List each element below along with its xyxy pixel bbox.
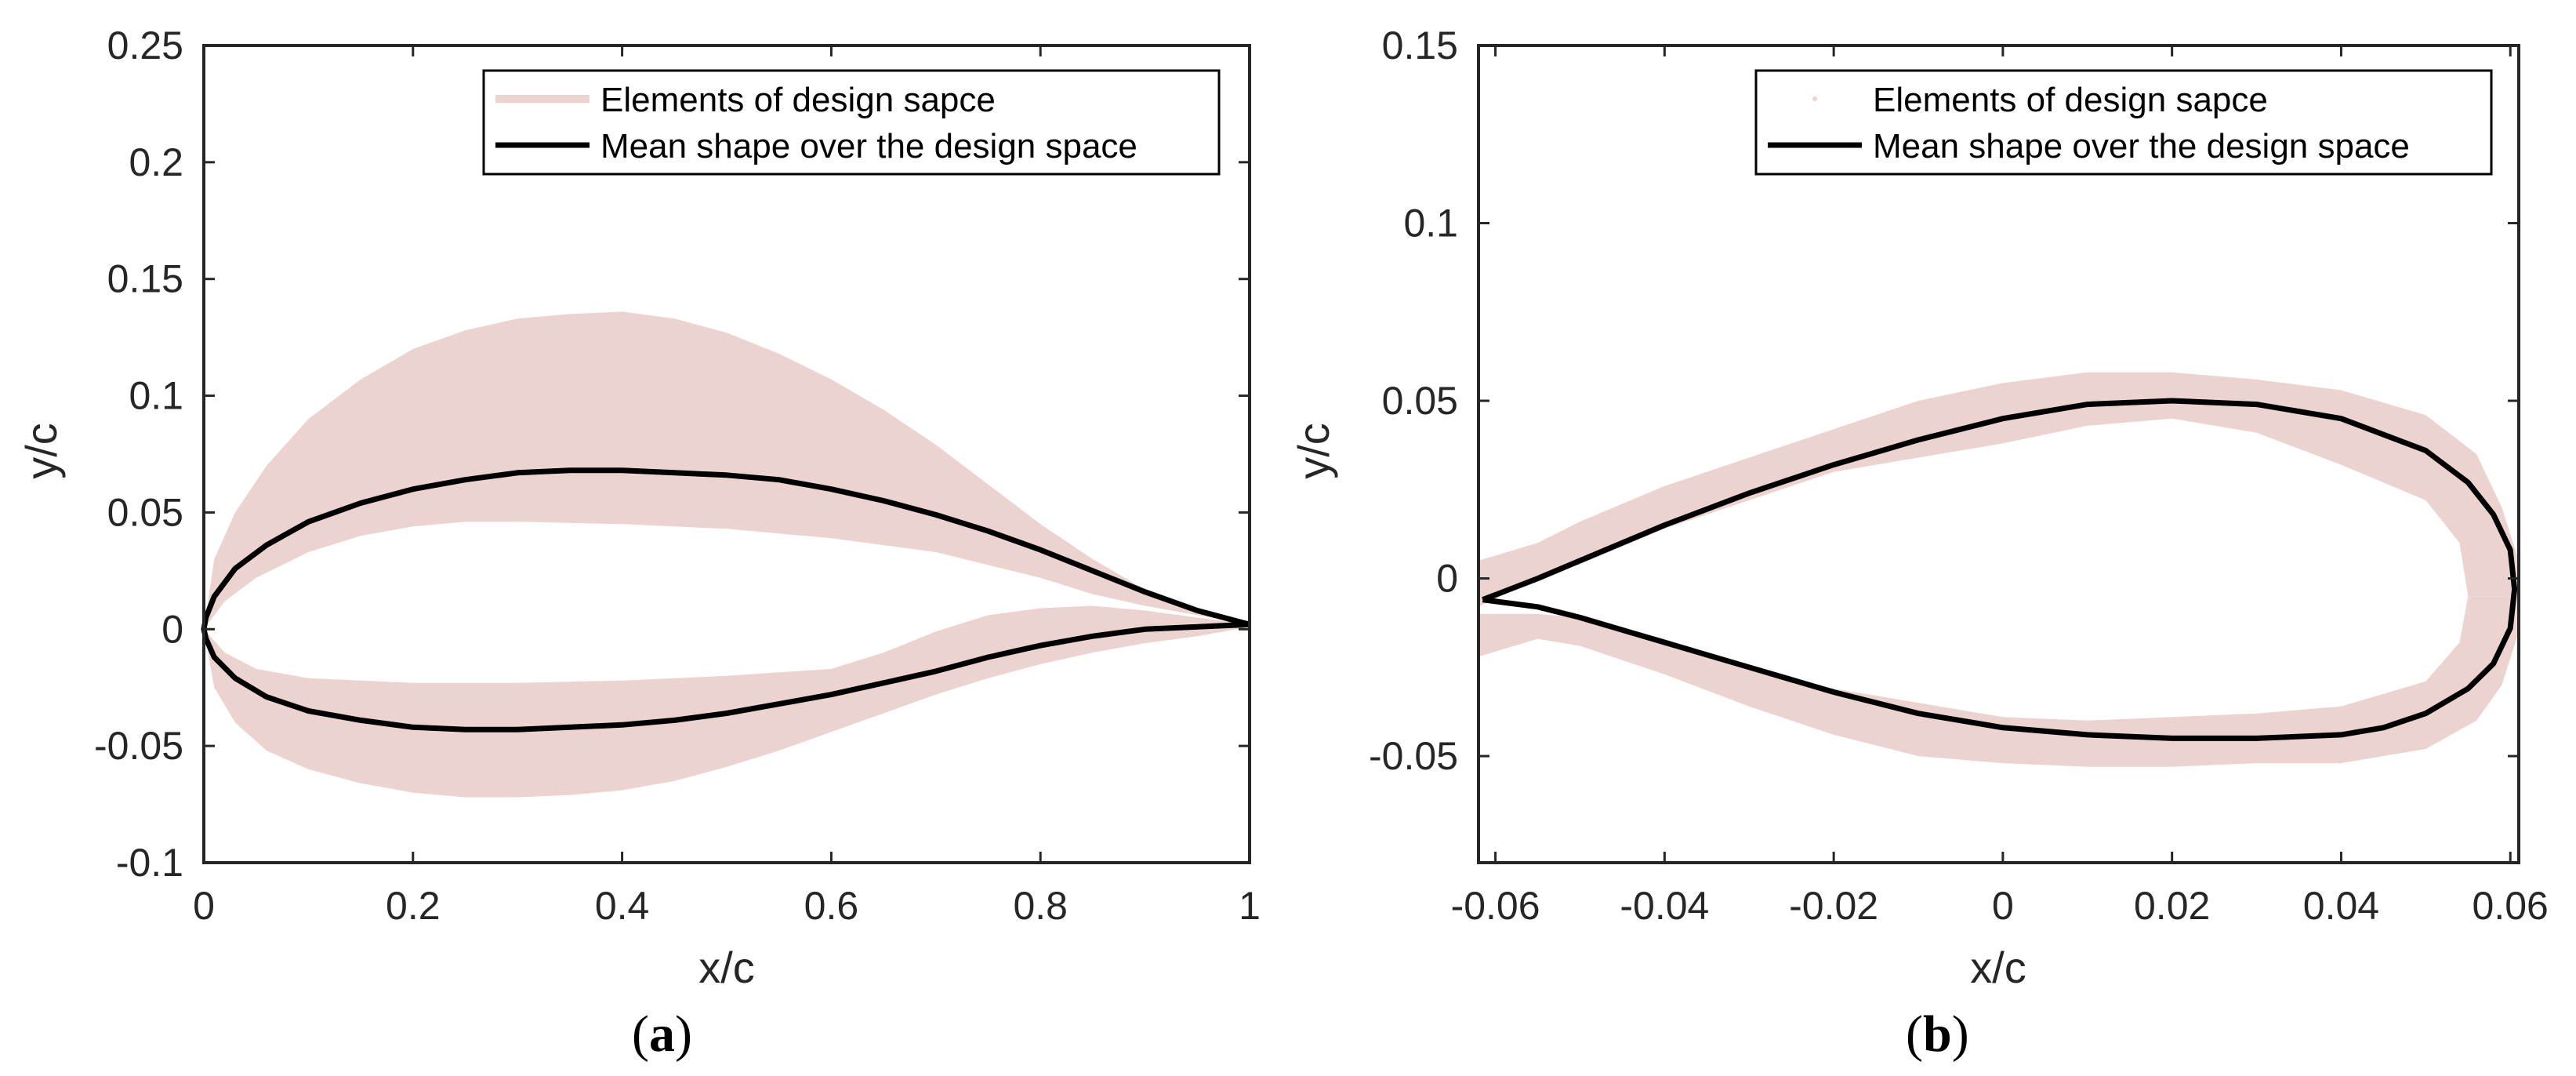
x-tick-label: 0.02 xyxy=(2134,884,2210,928)
panel-a-band-lower xyxy=(204,605,1250,798)
panel-b-legend-box xyxy=(1754,69,2493,176)
y-tick-label: 0.05 xyxy=(107,490,183,534)
x-tick-label: -0.02 xyxy=(1789,884,1878,928)
panel-a-chart: 0 0.2 0.4 0.6 0.8 1 -0.1-0.0500.050.10.150.20… xyxy=(16,24,1261,1063)
panel-a-label-letter: a xyxy=(649,1005,675,1063)
x-tick-label: -0.04 xyxy=(1620,884,1709,928)
x-tick-label: 0.04 xyxy=(2303,884,2379,928)
x-tick-label: 0 xyxy=(1992,884,2014,928)
panel-a-x-axis-label: x/c xyxy=(698,943,755,992)
panel-b-x-axis-label: x/c xyxy=(1970,943,2026,992)
panel-b-label-close: ) xyxy=(1952,1005,1969,1063)
panel-b-x-ticks: -0.06 -0.04 -0.02 0 0.02 0.04 0.06 xyxy=(1451,45,2549,928)
panel-b-y-axis-label: y/c xyxy=(1289,423,1338,479)
panel-a-x-ticks: 0 0.2 0.4 0.6 0.8 1 xyxy=(193,45,1261,928)
panel-b-legend-label-mean: Mean shape over the design space xyxy=(1873,127,2410,165)
y-tick-label: -0.1 xyxy=(116,841,183,885)
panel-b-legend-swatch-band xyxy=(1812,96,1817,101)
panel-b-legend: Elements of design sapce Mean shape over… xyxy=(1754,69,2493,176)
y-tick-label: 0.1 xyxy=(1403,202,1458,245)
panel-a-design-space-band xyxy=(204,311,1250,798)
panel-b-axes-box xyxy=(1477,44,2520,864)
panel-b-mean-shape-line xyxy=(1482,398,2518,741)
panel-a-legend-label-mean: Mean shape over the design space xyxy=(600,127,1137,165)
panel-b-y-ticks: -0.05 0 0.05 0.1 0.15 xyxy=(1369,24,2519,778)
x-tick-label: 0.2 xyxy=(386,884,441,928)
panel-b-label-letter: b xyxy=(1923,1005,1952,1063)
panel-a-label-open: ( xyxy=(632,1005,649,1063)
panel-b-legend-label-band: Elements of design sapce xyxy=(1873,81,2268,119)
y-tick-label: 0.05 xyxy=(1382,379,1458,423)
panel-a-legend: Elements of design sapce Mean shape over… xyxy=(482,69,1221,176)
panel-b-band-lower xyxy=(1478,596,2519,767)
panel-a-legend-box xyxy=(482,69,1221,176)
y-tick-label: -0.05 xyxy=(94,724,183,768)
panel-a-y-ticks: -0.1 -0.05 0 0.05 0.1 0.15 0.2 0.25 xyxy=(94,24,1250,885)
y-tick-label: 0.25 xyxy=(107,24,183,67)
x-tick-label: 0.4 xyxy=(595,884,650,928)
y-tick-label: 0.1 xyxy=(129,374,183,418)
panel-b-band-upper xyxy=(1478,372,2519,607)
panel-a-legend-label-band: Elements of design sapce xyxy=(600,81,996,119)
y-tick-label: 0.2 xyxy=(129,140,183,184)
x-tick-label: 0.06 xyxy=(2473,884,2549,928)
panel-b-design-space-band xyxy=(1478,372,2519,767)
y-tick-label: 0 xyxy=(1436,557,1458,601)
x-tick-label: 0.8 xyxy=(1013,884,1068,928)
x-tick-label: 0 xyxy=(193,884,215,928)
y-tick-label: -0.05 xyxy=(1369,734,1458,778)
x-tick-label: -0.06 xyxy=(1451,884,1540,928)
x-tick-label: 0.6 xyxy=(804,884,859,928)
panel-a-label-close: ) xyxy=(675,1005,692,1063)
y-tick-label: 0.15 xyxy=(1382,24,1458,67)
x-tick-label: 1 xyxy=(1239,884,1261,928)
panel-a-y-axis-label: y/c xyxy=(16,423,66,479)
panel-b-chart: -0.06 -0.04 -0.02 0 0.02 0.04 0.06 -0.05 0 0.05 0… xyxy=(1289,24,2549,1063)
y-tick-label: 0 xyxy=(161,607,183,651)
panel-a-axes-box xyxy=(202,44,1251,864)
panel-a-label: (a) xyxy=(632,1005,692,1063)
panel-b-label: (b) xyxy=(1906,1005,1969,1063)
panel-a-band-upper xyxy=(204,311,1250,630)
panel-b-label-open: ( xyxy=(1906,1005,1923,1063)
y-tick-label: 0.15 xyxy=(107,257,183,301)
